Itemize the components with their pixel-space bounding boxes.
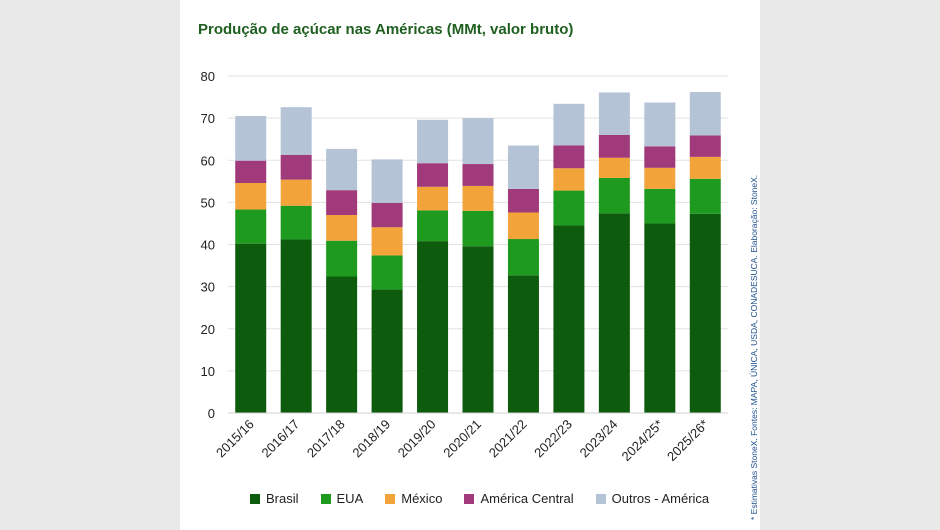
bar-segment xyxy=(553,145,585,169)
y-tick-label: 30 xyxy=(201,280,215,295)
bar-segment xyxy=(371,159,403,203)
x-tick-label: 2025/26* xyxy=(664,417,711,464)
bar-segment xyxy=(689,135,721,157)
x-tick-label: 2018/19 xyxy=(349,417,393,461)
x-tick-label: 2023/24 xyxy=(577,417,621,461)
bar-segment xyxy=(507,145,539,189)
bar-segment xyxy=(598,92,630,135)
bar-segment xyxy=(235,160,267,183)
bar-segment xyxy=(326,276,358,413)
bar-segment xyxy=(417,210,449,242)
bar-segment xyxy=(280,205,312,240)
bar-segment xyxy=(598,157,630,178)
legend-label: América Central xyxy=(480,491,574,506)
bar-segment xyxy=(553,190,585,226)
bar-segment xyxy=(371,227,403,256)
legend-label: México xyxy=(401,491,443,506)
x-tick-label: 2015/16 xyxy=(213,417,257,461)
bar-segment xyxy=(417,186,449,211)
legend-item: Brasil xyxy=(250,491,299,506)
bar-segment xyxy=(280,179,312,206)
bar-segment xyxy=(371,202,403,228)
bar-segment xyxy=(689,156,721,179)
bar-segment xyxy=(235,116,267,161)
bar-segment xyxy=(280,107,312,155)
y-tick-label: 40 xyxy=(201,238,215,253)
legend-label: Brasil xyxy=(266,491,299,506)
bar-segment xyxy=(462,164,494,186)
y-tick-label: 0 xyxy=(208,406,215,421)
legend-swatch xyxy=(595,493,606,504)
bar-segment xyxy=(553,168,585,191)
bar-segment xyxy=(689,213,721,413)
chart-title: Produção de açúcar nas Américas (MMt, va… xyxy=(198,21,574,38)
bar-segment xyxy=(462,118,494,165)
bar-segment xyxy=(507,275,539,413)
bar-segment xyxy=(371,255,403,290)
x-tick-label: 2021/22 xyxy=(486,417,530,461)
legend-item: Outros - América xyxy=(595,491,710,506)
bar-segment xyxy=(280,239,312,413)
x-tick-label: 2022/23 xyxy=(531,417,575,461)
bar-segment xyxy=(553,103,585,146)
bar-segment xyxy=(598,134,630,158)
y-tick-label: 80 xyxy=(201,69,215,84)
legend-label: EUA xyxy=(336,491,364,506)
bar-segment xyxy=(417,163,449,187)
source-note: * Estimativas StoneX. Fontes: MAPA, ÚNIC… xyxy=(749,174,759,520)
legend-item: México xyxy=(385,491,442,506)
bar-segment xyxy=(417,119,449,164)
bar-segment xyxy=(644,167,676,189)
x-tick-label: 2017/18 xyxy=(304,417,348,461)
chart-legend: Brasil EUA México América Central Outros - A… xyxy=(250,491,709,506)
legend-label: Outros - América xyxy=(611,491,710,506)
bar-segment xyxy=(598,177,630,214)
bar-segment xyxy=(326,190,358,216)
bar-segment xyxy=(462,185,494,211)
bar-segment xyxy=(644,102,676,147)
bar-segment xyxy=(507,212,539,240)
legend-item: América Central xyxy=(464,491,574,506)
bar-segment xyxy=(462,246,494,413)
bar-segment xyxy=(644,223,676,413)
bar-segment xyxy=(553,225,585,413)
x-tick-label: 2016/17 xyxy=(258,417,302,461)
bar-segment xyxy=(507,188,539,213)
bar-segment xyxy=(462,210,494,247)
y-tick-label: 20 xyxy=(201,322,215,337)
bar-segment xyxy=(326,240,358,277)
bar-segment xyxy=(326,148,358,191)
legend-item: EUA xyxy=(320,491,364,506)
bar-segment xyxy=(235,182,267,210)
legend-swatch xyxy=(385,493,396,504)
y-tick-label: 50 xyxy=(201,195,215,210)
bar-segment xyxy=(326,215,358,241)
bar-segment xyxy=(598,213,630,413)
y-tick-label: 10 xyxy=(201,364,215,379)
y-tick-label: 60 xyxy=(201,153,215,168)
bar-segment xyxy=(644,188,676,224)
y-tick-label: 70 xyxy=(201,111,215,126)
bar-segment xyxy=(235,243,267,413)
x-tick-label: 2020/21 xyxy=(440,417,484,461)
x-tick-label: 2024/25* xyxy=(619,417,666,464)
bar-segment xyxy=(507,239,539,276)
bar-segment xyxy=(417,241,449,413)
bar-segment xyxy=(644,146,676,168)
bar-segment xyxy=(280,154,312,180)
bar-segment xyxy=(689,178,721,214)
legend-swatch xyxy=(250,493,260,504)
bar-segment xyxy=(371,289,403,413)
x-tick-label: 2019/20 xyxy=(395,417,439,461)
legend-swatch xyxy=(464,493,475,504)
legend-swatch xyxy=(320,493,331,504)
bar-segment xyxy=(235,209,267,244)
bar-segment xyxy=(689,92,721,136)
